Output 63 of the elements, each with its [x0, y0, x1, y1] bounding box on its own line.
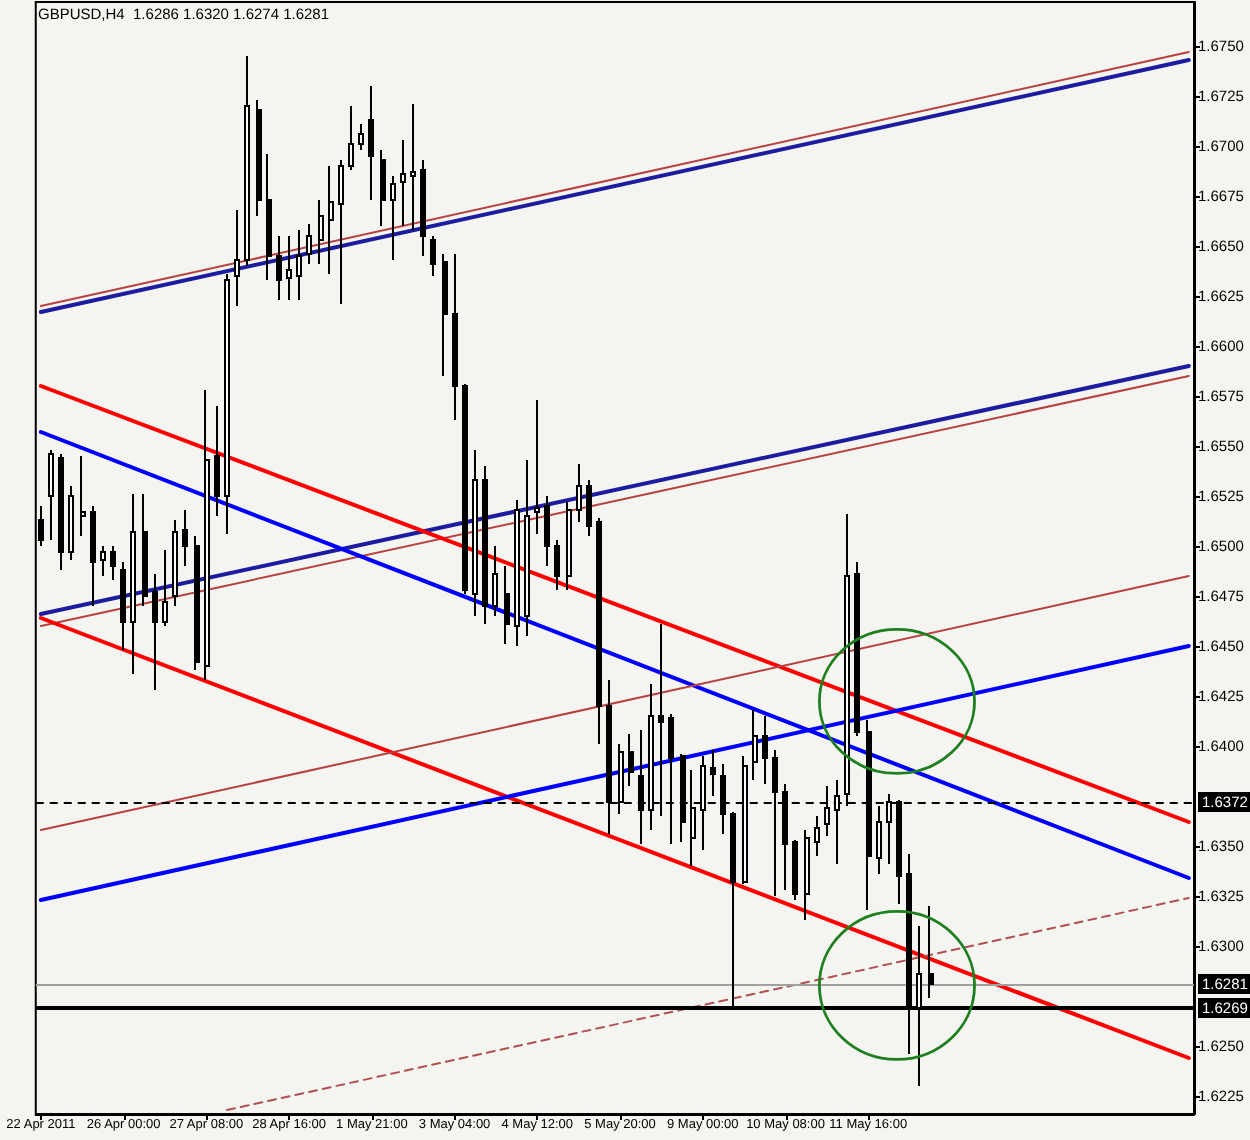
candlestick: [306, 223, 312, 265]
candlestick: [58, 453, 64, 571]
candlestick: [100, 545, 106, 577]
candlestick: [80, 455, 86, 537]
candlestick: [524, 459, 530, 637]
candlestick: [286, 235, 292, 301]
candlestick: [68, 485, 74, 561]
candlestick: [442, 253, 448, 377]
candlestick: [142, 493, 148, 607]
candlestick: [244, 55, 250, 267]
candlestick: [204, 389, 210, 681]
candlestick: [120, 561, 126, 651]
candlestick: [256, 99, 262, 217]
candlestick: [400, 139, 406, 227]
candlestick: [214, 405, 220, 517]
candlestick: [534, 399, 540, 535]
candlestick: [296, 229, 302, 301]
candlestick: [162, 549, 168, 627]
candlestick: [318, 199, 324, 265]
candlestick: [234, 209, 240, 307]
candlestick: [566, 501, 572, 591]
candlestick: [752, 709, 758, 781]
candlestick: [328, 165, 334, 275]
candlestick: [152, 573, 158, 691]
candlestick: [48, 449, 54, 541]
candlestick: [90, 505, 96, 607]
candlestick: [814, 815, 820, 857]
candlestick: [172, 519, 178, 607]
candlestick: [854, 561, 860, 737]
candlestick: [762, 715, 768, 785]
candlestick: [380, 149, 386, 227]
candlestick: [576, 463, 582, 523]
candlestick: [710, 749, 716, 797]
candlestick: [194, 535, 200, 671]
candlestick: [472, 449, 478, 617]
candlestick: [792, 839, 798, 901]
candlestick: [596, 517, 602, 745]
candlestick: [224, 273, 230, 535]
candlestick: [482, 465, 488, 625]
candlestick: [358, 123, 364, 151]
candlestick: [452, 253, 458, 421]
candlestick: [420, 159, 426, 257]
candlestick: [110, 545, 116, 581]
candlestick: [514, 499, 520, 647]
candlestick: [410, 103, 416, 231]
candlestick: [430, 235, 436, 277]
candlestick: [462, 383, 468, 595]
candlestick: [266, 153, 272, 281]
candlestick: [586, 479, 592, 537]
candlestick: [276, 235, 282, 301]
candlestick: [544, 495, 550, 567]
candlestick: [804, 829, 810, 921]
candlestick: [182, 509, 188, 567]
candlestick: [504, 565, 510, 645]
candlestick: [130, 493, 136, 675]
candlestick: [554, 539, 560, 591]
candlestick: [348, 105, 354, 171]
candlestick: [492, 545, 498, 617]
candlestick: [928, 905, 934, 999]
candlestick: [390, 175, 396, 261]
candlestick: [338, 159, 344, 305]
candlestick: [368, 85, 374, 201]
candlestick: [628, 733, 634, 787]
